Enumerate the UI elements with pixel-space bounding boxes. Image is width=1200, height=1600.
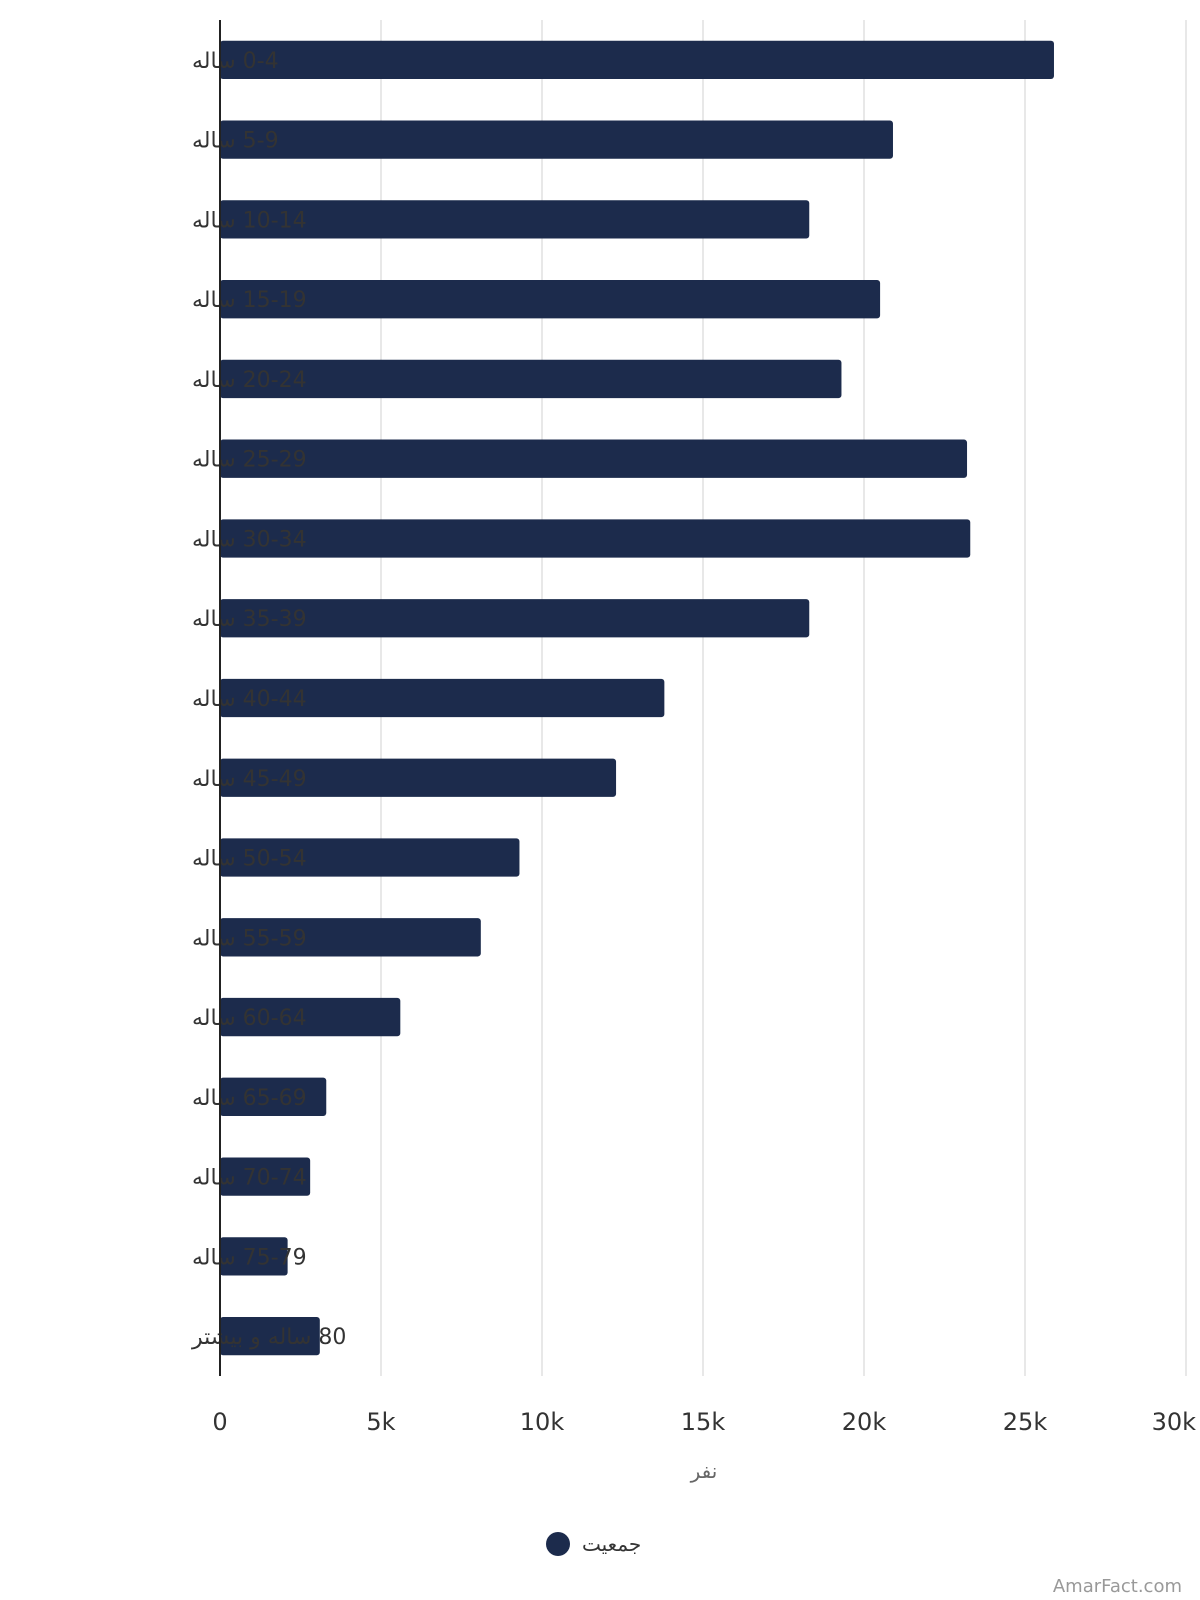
bar[interactable]	[220, 918, 481, 957]
category-label: 10-14 ساله	[192, 208, 307, 233]
bar[interactable]	[220, 758, 617, 797]
bar[interactable]	[220, 678, 665, 718]
x-tick-label: 30k	[1152, 1408, 1197, 1436]
x-tick-label: 20k	[842, 1408, 887, 1436]
bar[interactable]	[220, 200, 810, 239]
x-tick-label: 25k	[1003, 1408, 1048, 1436]
category-label: 40-44 ساله	[192, 687, 307, 712]
category-label: 20-24 ساله	[192, 368, 307, 393]
bar[interactable]	[220, 838, 520, 877]
bar[interactable]	[220, 359, 842, 399]
category-label: 5-9 ساله	[192, 129, 279, 154]
legend[interactable]: جمعیت	[546, 1532, 641, 1556]
category-labels: 0-4 ساله 5-9 ساله 10-14 ساله 15-19 ساله 20-2…	[191, 49, 346, 1350]
category-label: 60-64 ساله	[192, 1006, 307, 1031]
category-label: 70-74 ساله	[192, 1166, 307, 1191]
category-label: 80 ساله و بیشتر	[191, 1325, 346, 1350]
category-label: 75-79 ساله	[192, 1245, 307, 1270]
x-tick-labels: 0 5k 10k 15k 20k 25k 30k	[212, 1408, 1196, 1436]
bar[interactable]	[220, 120, 893, 159]
category-label: 15-19 ساله	[192, 288, 307, 313]
bar[interactable]	[220, 40, 1054, 80]
x-tick-label: 10k	[520, 1408, 565, 1436]
category-label: 0-4 ساله	[192, 49, 279, 74]
x-tick-label: 5k	[366, 1408, 395, 1436]
credit-text[interactable]: AmarFact.com	[1053, 1576, 1182, 1597]
x-axis-title: نفر	[690, 1459, 718, 1483]
category-label: 30-34 ساله	[192, 527, 307, 552]
bar[interactable]	[220, 439, 968, 478]
x-tick-label: 0	[212, 1408, 227, 1436]
category-label: 50-54 ساله	[192, 847, 307, 872]
bar[interactable]	[220, 1077, 327, 1116]
bar[interactable]	[220, 1237, 288, 1276]
category-label: 45-49 ساله	[192, 767, 307, 792]
bars	[220, 40, 1054, 1356]
bar[interactable]	[220, 280, 881, 319]
bar[interactable]	[220, 599, 810, 638]
bar[interactable]	[220, 997, 401, 1037]
legend-label: جمعیت	[582, 1532, 641, 1556]
grid-lines	[380, 20, 1187, 1376]
x-tick-label: 15k	[681, 1408, 726, 1436]
category-label: 55-59 ساله	[192, 926, 307, 951]
category-label: 25-29 ساله	[192, 448, 307, 473]
bar[interactable]	[220, 519, 971, 558]
legend-marker	[546, 1532, 570, 1556]
category-label: 35-39 ساله	[192, 607, 307, 632]
bar[interactable]	[220, 1316, 320, 1356]
bar[interactable]	[220, 1157, 311, 1196]
category-label: 65-69 ساله	[192, 1086, 307, 1111]
